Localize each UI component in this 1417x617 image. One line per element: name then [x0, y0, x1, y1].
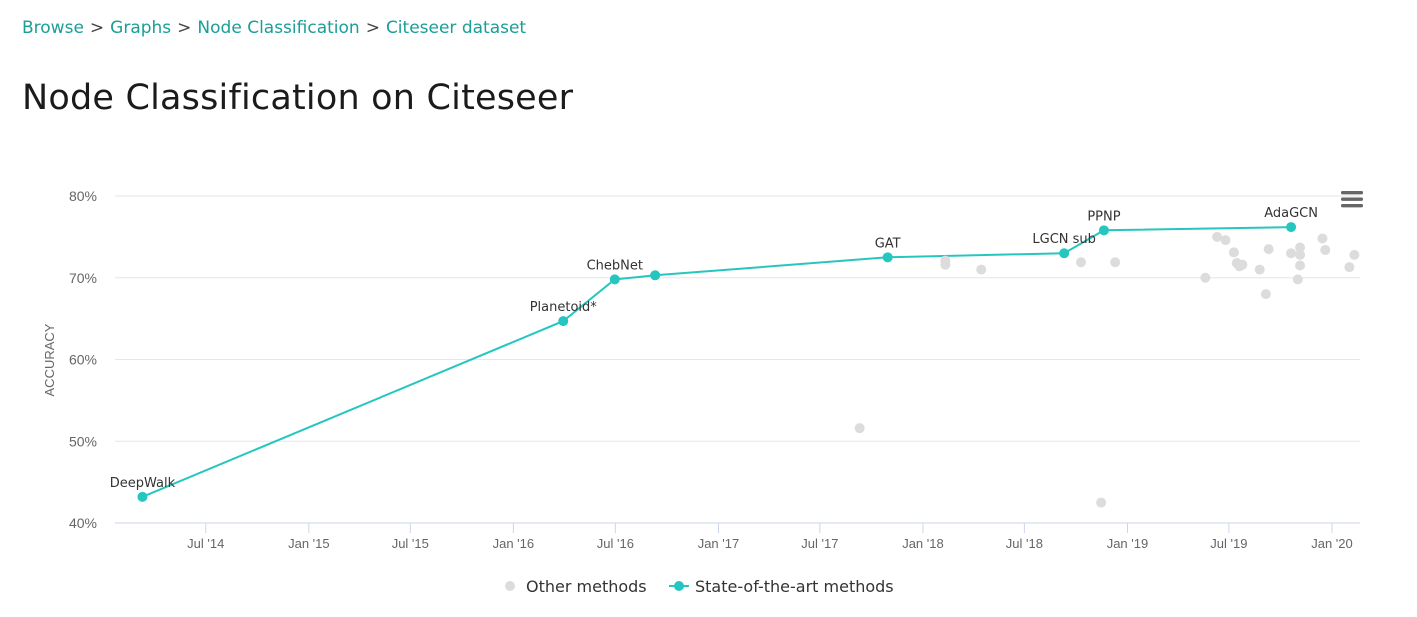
other-method-point: [1200, 272, 1211, 283]
other-method-point: [976, 264, 987, 275]
breadcrumb-node-classification[interactable]: Node Classification: [197, 18, 360, 38]
sota-point-label: GAT: [875, 236, 901, 251]
page-title: Node Classification on Citeseer: [22, 78, 574, 118]
other-method-point: [1212, 231, 1223, 242]
other-method-point: [1096, 497, 1107, 508]
other-method-point: [1228, 247, 1239, 258]
chart-menu-icon[interactable]: [1337, 187, 1367, 215]
breadcrumb: Browse > Graphs > Node Classification > Citese…: [22, 18, 526, 38]
other-method-point: [1295, 249, 1306, 260]
sota-point-label: DeepWalk: [110, 476, 176, 491]
point-labels: DeepWalk Planetoid* ChebNet GAT LGCN sub PPNP…: [110, 206, 1318, 491]
sota-point-label: AdaGCN: [1264, 206, 1318, 221]
x-tick-label: Jan '15: [288, 536, 330, 551]
other-method-point: [1292, 274, 1303, 285]
legend-other-label: Other methods: [526, 577, 647, 596]
breadcrumb-graphs[interactable]: Graphs: [110, 18, 172, 38]
other-method-point: [1254, 264, 1265, 275]
y-tick-label: 70%: [69, 270, 97, 286]
breadcrumb-separator: >: [177, 18, 192, 38]
sota-method-point: [882, 252, 893, 263]
y-tick-label: 60%: [69, 352, 97, 368]
sota-method-point: [1059, 248, 1070, 259]
x-tick-label: Jan '19: [1107, 536, 1149, 551]
legend-sota-label: State-of-the-art methods: [695, 577, 894, 596]
breadcrumb-separator: >: [89, 18, 105, 38]
breadcrumb-citeseer-dataset[interactable]: Citeseer dataset: [385, 18, 527, 38]
x-tick-label: Jan '16: [493, 536, 535, 551]
sota-method-point: [1286, 222, 1297, 233]
x-tick-label: Jul '15: [392, 536, 429, 551]
other-method-point: [940, 255, 951, 266]
x-tick-label: Jan '18: [902, 536, 944, 551]
other-method-point: [1317, 233, 1328, 244]
chart-axes: 40% 50% 60% 70% 80% Jul '14 Jan '15 Jul '15 Jan …: [69, 188, 1360, 551]
x-tick-label: Jul '17: [801, 536, 838, 551]
x-tick-label: Jan '17: [698, 536, 740, 551]
x-tick-label: Jan '20: [1311, 536, 1353, 551]
sota-method-point: [558, 316, 569, 327]
sota-point-label: ChebNet: [587, 258, 643, 273]
other-method-point: [1286, 248, 1297, 259]
x-tick-label: Jul '16: [597, 536, 634, 551]
other-method-point: [1295, 260, 1306, 271]
sota-method-point: [1098, 225, 1109, 236]
chart-grid: [115, 195, 1360, 442]
legend-sota-marker: [674, 581, 684, 591]
sota-point-label: Planetoid*: [530, 300, 598, 315]
other-method-point: [1260, 289, 1271, 300]
other-method-point: [1263, 244, 1274, 255]
y-axis-title: ACCURACY: [42, 323, 57, 396]
x-tick-label: Jul '18: [1006, 536, 1043, 551]
breadcrumb-browse[interactable]: Browse: [22, 18, 84, 38]
sota-line: [142, 226, 1292, 498]
other-method-point: [1320, 244, 1331, 255]
other-method-point: [1220, 235, 1231, 246]
other-method-point: [1344, 262, 1355, 273]
x-tick-label: Jul '19: [1210, 536, 1247, 551]
other-methods-points: [854, 231, 1360, 508]
other-method-point: [1110, 257, 1121, 268]
sota-series-line: [142, 226, 1292, 498]
other-method-point: [1075, 257, 1086, 268]
breadcrumb-separator: >: [365, 18, 380, 38]
other-method-point: [1237, 259, 1248, 270]
sota-point-label: PPNP: [1087, 209, 1120, 224]
other-method-point: [1295, 242, 1306, 253]
sota-methods-points: [137, 222, 1297, 502]
other-method-point: [1349, 249, 1360, 260]
sota-method-point: [609, 274, 620, 285]
legend-item-other-methods[interactable]: Other methods: [505, 577, 647, 596]
y-tick-label: 50%: [69, 433, 97, 449]
y-tick-label: 80%: [69, 188, 97, 204]
sota-point-label: LGCN sub: [1032, 232, 1096, 247]
x-tick-label: Jul '14: [187, 536, 224, 551]
legend-other-marker: [505, 581, 515, 591]
y-tick-label: 40%: [69, 515, 97, 531]
sota-method-point: [137, 491, 148, 502]
other-method-point: [854, 423, 865, 434]
sota-method-point: [650, 270, 661, 281]
legend-item-sota-methods[interactable]: State-of-the-art methods: [669, 577, 894, 596]
